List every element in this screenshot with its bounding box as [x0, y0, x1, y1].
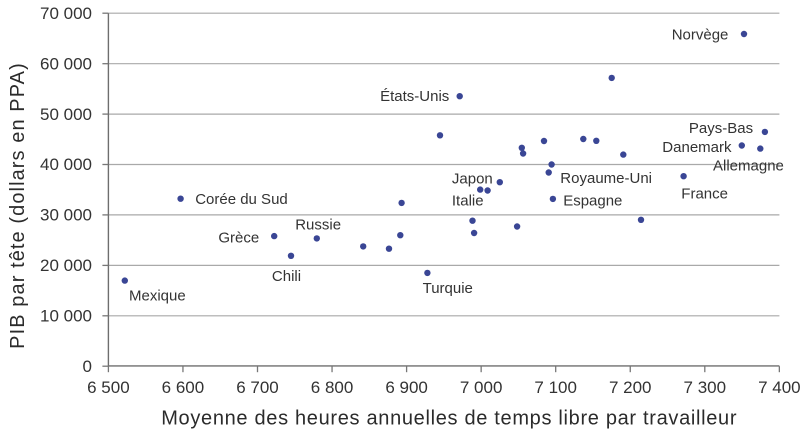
svg-text:70 000: 70 000 — [40, 4, 92, 23]
svg-text:Danemark: Danemark — [662, 139, 732, 156]
svg-text:6 500: 6 500 — [87, 378, 130, 397]
svg-text:6 900: 6 900 — [385, 378, 428, 397]
svg-text:Russie: Russie — [295, 216, 341, 233]
svg-text:États-Unis: États-Unis — [380, 88, 449, 105]
svg-text:7 100: 7 100 — [534, 378, 577, 397]
svg-text:Corée du Sud: Corée du Sud — [195, 191, 288, 208]
svg-text:6 600: 6 600 — [162, 378, 205, 397]
svg-text:7 000: 7 000 — [460, 378, 503, 397]
svg-text:40 000: 40 000 — [40, 155, 92, 174]
svg-text:Mexique: Mexique — [129, 287, 186, 304]
svg-text:Norvège: Norvège — [672, 27, 729, 44]
svg-text:Turquie: Turquie — [423, 280, 473, 297]
svg-text:6 700: 6 700 — [236, 378, 279, 397]
svg-text:Japon: Japon — [452, 171, 493, 188]
svg-text:7 200: 7 200 — [609, 378, 652, 397]
svg-text:20 000: 20 000 — [40, 256, 92, 275]
svg-text:10 000: 10 000 — [40, 307, 92, 326]
svg-text:50 000: 50 000 — [40, 105, 92, 124]
svg-text:30 000: 30 000 — [40, 206, 92, 225]
svg-text:Espagne: Espagne — [563, 192, 622, 209]
svg-text:0: 0 — [83, 357, 92, 376]
svg-text:Royaume-Uni: Royaume-Uni — [560, 170, 652, 187]
svg-text:Chili: Chili — [272, 268, 301, 285]
svg-text:7 400: 7 400 — [758, 378, 801, 397]
svg-text:Italie: Italie — [452, 192, 484, 209]
svg-text:Moyenne des heures annuelles d: Moyenne des heures annuelles de temps li… — [161, 407, 737, 429]
svg-text:60 000: 60 000 — [40, 54, 92, 73]
svg-text:Pays-Bas: Pays-Bas — [689, 120, 753, 137]
svg-text:Grèce: Grèce — [218, 230, 259, 247]
svg-text:7 300: 7 300 — [684, 378, 727, 397]
svg-text:France: France — [681, 186, 728, 203]
svg-text:Allemagne: Allemagne — [713, 158, 784, 175]
svg-text:6 800: 6 800 — [311, 378, 354, 397]
svg-text:PIB par tête (dollars en PPA): PIB par tête (dollars en PPA) — [7, 62, 29, 349]
